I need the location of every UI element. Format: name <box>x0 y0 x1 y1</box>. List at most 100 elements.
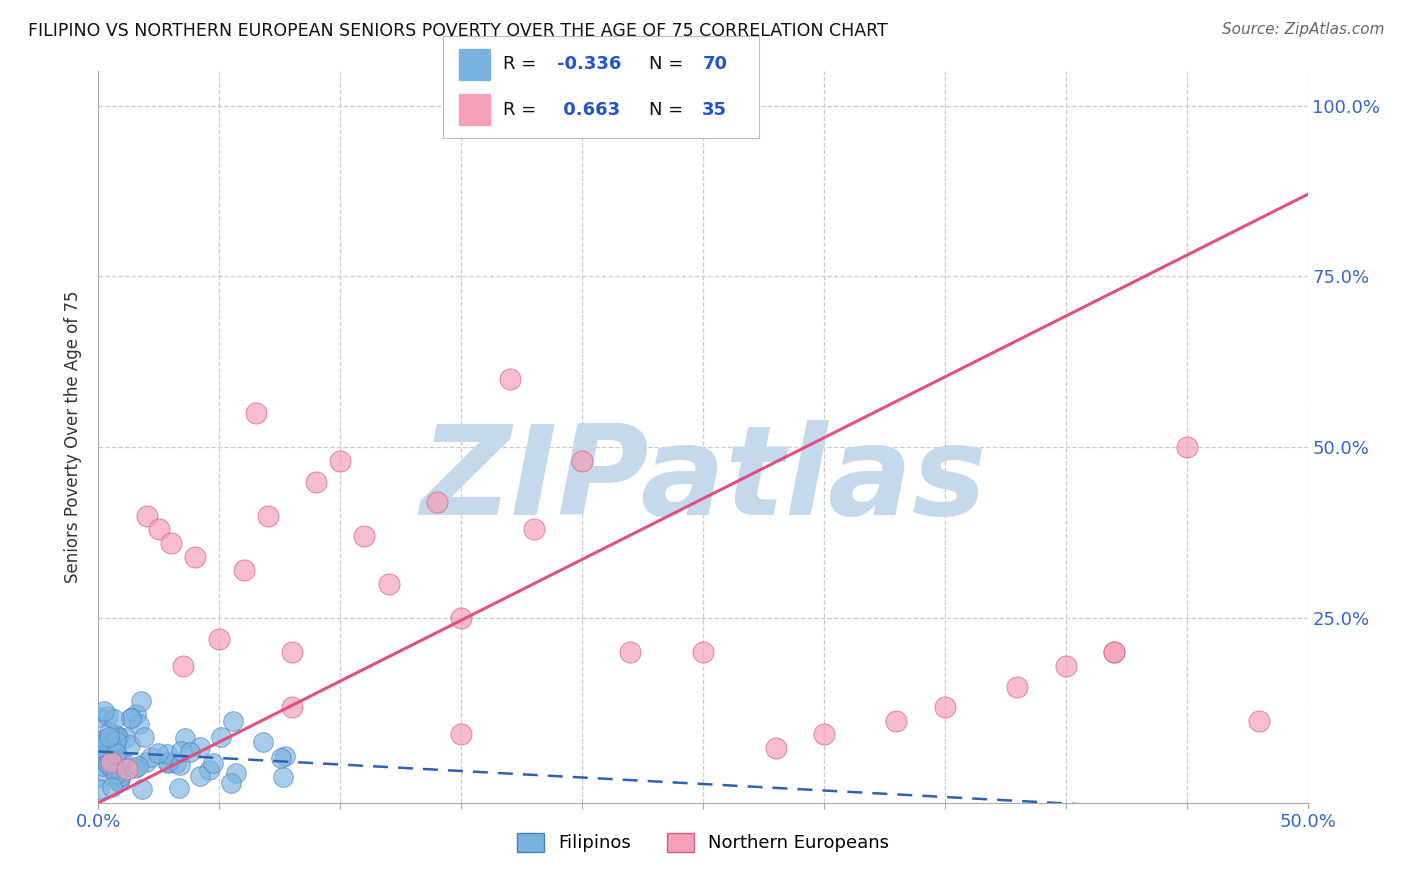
Point <box>107 774 129 789</box>
Point <box>135 756 157 770</box>
Point <box>450 727 472 741</box>
Point <box>209 730 232 744</box>
Point <box>125 706 148 721</box>
Point <box>112 755 135 769</box>
Point <box>169 758 191 772</box>
Point <box>765 741 787 756</box>
Point <box>219 776 242 790</box>
Point <box>110 768 132 782</box>
Point <box>1102 645 1125 659</box>
Bar <box>458 95 491 125</box>
Point <box>146 747 169 761</box>
Point <box>305 475 328 489</box>
Point <box>94 735 117 749</box>
Point <box>89 782 111 797</box>
Point <box>426 495 449 509</box>
Point <box>571 454 593 468</box>
Point <box>329 454 352 468</box>
Point <box>128 717 150 731</box>
Text: 70: 70 <box>703 55 727 73</box>
Point <box>107 774 129 789</box>
Point <box>118 738 141 752</box>
Point <box>179 746 201 760</box>
Point <box>157 756 180 770</box>
Point <box>114 731 136 745</box>
Legend: Filipinos, Northern Europeans: Filipinos, Northern Europeans <box>509 826 897 860</box>
Point <box>498 372 520 386</box>
Point <box>100 737 122 751</box>
Point <box>188 769 211 783</box>
Point <box>97 709 120 723</box>
Point <box>108 754 131 768</box>
Point <box>886 714 908 728</box>
Point <box>127 759 149 773</box>
Point <box>1007 680 1029 694</box>
Point <box>132 730 155 744</box>
Point <box>252 735 274 749</box>
Point <box>172 659 194 673</box>
Point <box>89 710 111 724</box>
Point <box>107 730 129 744</box>
Point <box>281 645 304 659</box>
Point <box>523 522 546 536</box>
Point <box>1102 645 1125 659</box>
Point <box>188 739 211 754</box>
Point <box>274 748 297 763</box>
Point <box>353 529 375 543</box>
Point <box>104 748 127 763</box>
Text: -0.336: -0.336 <box>557 55 621 73</box>
Point <box>225 766 247 780</box>
Point <box>105 747 128 762</box>
Point <box>104 728 127 742</box>
Point <box>1054 659 1077 673</box>
Point <box>105 730 128 744</box>
Text: Source: ZipAtlas.com: Source: ZipAtlas.com <box>1222 22 1385 37</box>
Point <box>96 752 118 766</box>
Point <box>104 766 127 780</box>
Point <box>1249 714 1271 728</box>
Point <box>94 731 117 746</box>
Text: N =: N = <box>648 55 689 73</box>
Text: 35: 35 <box>703 101 727 119</box>
Point <box>156 747 179 761</box>
Point <box>90 754 112 768</box>
Point <box>170 744 193 758</box>
Point <box>120 711 142 725</box>
Point <box>129 694 152 708</box>
Point <box>124 761 146 775</box>
Point <box>90 770 112 784</box>
Point <box>281 700 304 714</box>
Point <box>1175 440 1198 454</box>
Point <box>148 522 170 536</box>
Bar <box>458 49 491 79</box>
Point <box>934 700 956 714</box>
Point <box>93 704 115 718</box>
Text: N =: N = <box>648 101 689 119</box>
Point <box>377 577 399 591</box>
Point <box>222 714 245 728</box>
Point <box>271 770 294 784</box>
Text: FILIPINO VS NORTHERN EUROPEAN SENIORS POVERTY OVER THE AGE OF 75 CORRELATION CHA: FILIPINO VS NORTHERN EUROPEAN SENIORS PO… <box>28 22 887 40</box>
Point <box>165 756 187 770</box>
Point <box>160 536 183 550</box>
Point <box>184 549 207 564</box>
Point <box>101 780 124 795</box>
Point <box>232 563 254 577</box>
Point <box>198 763 221 777</box>
Point <box>97 756 120 771</box>
Point <box>202 756 225 770</box>
Point <box>101 743 124 757</box>
Point <box>91 759 114 773</box>
Point <box>813 727 835 741</box>
Point <box>110 768 132 782</box>
Point <box>100 755 122 769</box>
Point <box>131 782 153 797</box>
Y-axis label: Seniors Poverty Over the Age of 75: Seniors Poverty Over the Age of 75 <box>65 291 83 583</box>
Point <box>94 737 117 751</box>
Point <box>117 762 139 776</box>
Point <box>98 724 121 739</box>
Point <box>120 711 142 725</box>
Point <box>167 780 190 795</box>
Point <box>174 731 197 745</box>
Text: R =: R = <box>503 101 541 119</box>
